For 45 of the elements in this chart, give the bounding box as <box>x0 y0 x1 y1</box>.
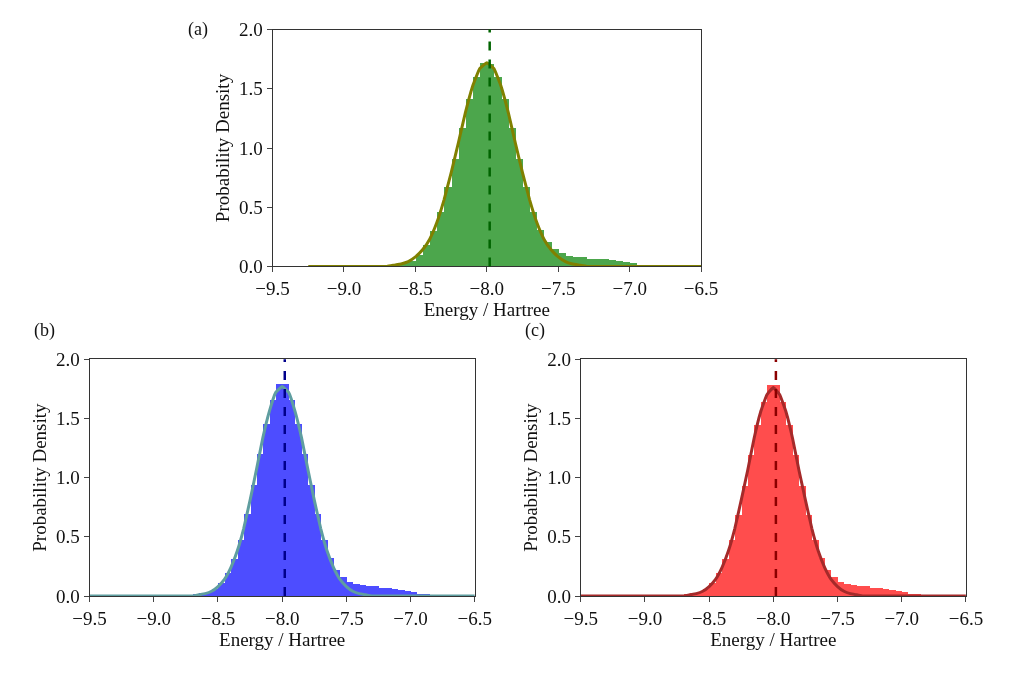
x-tick-label: −8.0 <box>756 607 791 629</box>
x-tick-label: −7.0 <box>393 607 428 629</box>
y-tick-label: 0.5 <box>547 526 571 548</box>
x-tick-label: −6.5 <box>457 607 493 629</box>
x-axis-title: Energy / Hartree <box>710 628 837 650</box>
x-tick-label: −9.5 <box>563 607 598 629</box>
y-axis-title: Probability Density <box>28 402 50 552</box>
x-tick-label: −8.0 <box>264 607 300 629</box>
text: (a) <box>188 19 208 40</box>
x-tick-label: −9.0 <box>136 607 172 629</box>
y-tick-label: 1.0 <box>239 137 263 159</box>
y-tick-label: 1.0 <box>547 467 571 489</box>
x-tick-label: −8.0 <box>469 278 505 300</box>
x-tick-label: −6.5 <box>948 607 984 629</box>
y-tick-label: 0.0 <box>239 256 263 278</box>
y-axis-title: Probability Density <box>520 402 542 552</box>
y-tick-label: 0.0 <box>56 585 80 607</box>
x-tick-label: −9.0 <box>326 278 362 300</box>
x-tick-label: −6.5 <box>683 278 719 300</box>
x-tick-label: −7.5 <box>329 607 364 629</box>
x-tick-label: −9.0 <box>627 607 663 629</box>
x-tick-label: −7.0 <box>884 607 919 629</box>
x-tick-label: −8.5 <box>398 278 433 300</box>
y-axis-title: Probability Density <box>211 73 233 223</box>
y-tick-label: 1.5 <box>239 78 263 100</box>
y-tick-label: 0.5 <box>239 196 263 218</box>
y-tick-label: 2.0 <box>547 348 571 370</box>
x-tick-label: −8.5 <box>200 607 236 629</box>
y-tick-label: 1.5 <box>56 408 80 430</box>
x-tick-label: −7.5 <box>820 607 855 629</box>
x-axis-title: Energy / Hartree <box>423 299 550 321</box>
text: (b) <box>34 320 55 341</box>
x-tick-label: −9.5 <box>72 607 107 629</box>
x-axis-title: Energy / Hartree <box>219 628 346 650</box>
x-tick-label: −7.5 <box>541 278 576 300</box>
y-tick-label: 1.5 <box>547 408 571 430</box>
y-tick-label: 1.0 <box>56 467 80 489</box>
x-tick-label: −8.5 <box>691 607 727 629</box>
y-tick-label: 2.0 <box>56 348 80 370</box>
y-tick-label: 2.0 <box>239 19 263 41</box>
y-tick-label: 0.0 <box>547 585 571 607</box>
x-tick-label: −7.0 <box>612 278 647 300</box>
y-tick-label: 0.5 <box>56 526 80 548</box>
text: (c) <box>525 320 545 341</box>
x-tick-label: −9.5 <box>255 278 290 300</box>
